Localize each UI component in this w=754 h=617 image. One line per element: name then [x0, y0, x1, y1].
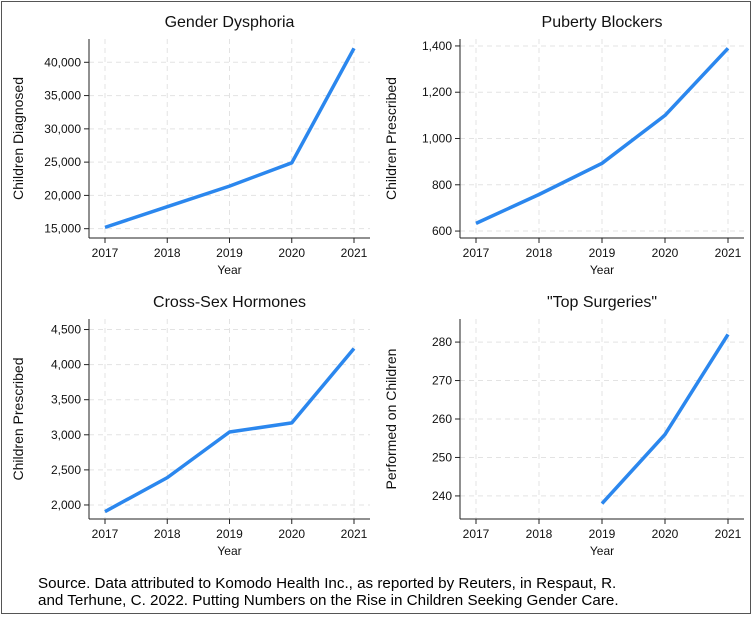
chart-grid: 15,000 20,000 25,000 30,000 35,000 40,000 2017…	[10, 14, 744, 558]
y-tick-label: 35,000	[44, 89, 81, 103]
x-tick-label: 2017	[92, 527, 119, 541]
x-tick-label: 2018	[526, 527, 553, 541]
x-tick-label: 2017	[92, 246, 119, 260]
y-tick-label: 30,000	[44, 122, 81, 136]
y-tick-label: 1,200	[422, 85, 452, 99]
series-line	[475, 47, 730, 225]
x-tick-label: 2017	[463, 527, 490, 541]
x-tick-label: 2019	[216, 246, 243, 260]
source-line-2: and Terhune, C. 2022. Putting Numbers on…	[38, 592, 619, 609]
series-line	[104, 47, 356, 230]
y-tick-label: 15,000	[44, 222, 81, 236]
x-tick-label: 2019	[216, 527, 243, 541]
x-tick-label: 2020	[652, 246, 679, 260]
chart-title: "Top Surgeries"	[547, 294, 657, 311]
series-line	[600, 333, 730, 505]
y-tick-label: 2,000	[51, 498, 81, 512]
chart-panel-2: 2,000 2,500 3,000 3,500 4,000 4,500 2017 2018 20…	[10, 294, 370, 558]
x-tick-label: 2019	[589, 527, 616, 541]
chart-panel-3: 240 250 260 270 280 2017 2018 2019 2020 2021 "Top …	[383, 294, 744, 558]
chart-panel-0: 15,000 20,000 25,000 30,000 35,000 40,000 2017…	[10, 14, 370, 277]
x-axis-label: Year	[590, 544, 614, 558]
x-tick-label: 2021	[341, 527, 368, 541]
y-axis-label: Children Prescribed	[10, 358, 26, 481]
chart-title: Gender Dysphoria	[165, 14, 295, 31]
y-tick-label: 260	[432, 412, 452, 426]
y-tick-label: 2,500	[51, 463, 81, 477]
y-tick-label: 1,000	[422, 132, 452, 146]
source-line-1: Source. Data attributed to Komodo Health…	[38, 575, 617, 592]
chart-panel-1: 600 800 1,000 1,200 1,400 2017 2018 2019 2020 202…	[383, 14, 744, 277]
x-tick-label: 2020	[278, 527, 305, 541]
y-tick-label: 3,000	[51, 428, 81, 442]
y-tick-label: 240	[432, 489, 452, 503]
x-tick-label: 2017	[463, 246, 490, 260]
y-axis-label: Children Prescribed	[383, 77, 399, 200]
series-line	[104, 347, 356, 514]
x-axis-label: Year	[217, 263, 241, 277]
x-axis-label: Year	[590, 263, 614, 277]
y-tick-label: 280	[432, 335, 452, 349]
y-tick-label: 800	[432, 178, 452, 192]
y-tick-label: 4,000	[51, 358, 81, 372]
x-tick-label: 2020	[652, 527, 679, 541]
y-tick-label: 270	[432, 374, 452, 388]
source-caption: Source. Data attributed to Komodo Health…	[38, 575, 738, 609]
x-tick-label: 2021	[715, 246, 742, 260]
y-axis-label: Performed on Children	[383, 349, 399, 490]
y-axis-label: Children Diagnosed	[10, 77, 26, 200]
chart-title: Cross-Sex Hormones	[153, 294, 306, 311]
y-tick-label: 1,400	[422, 39, 452, 53]
y-tick-label: 25,000	[44, 155, 81, 169]
y-tick-label: 3,500	[51, 393, 81, 407]
x-tick-label: 2019	[589, 246, 616, 260]
x-tick-label: 2020	[278, 246, 305, 260]
y-tick-label: 40,000	[44, 55, 81, 69]
y-tick-label: 20,000	[44, 188, 81, 202]
chart-title: Puberty Blockers	[542, 14, 663, 31]
y-tick-label: 600	[432, 224, 452, 238]
x-tick-label: 2018	[154, 246, 181, 260]
x-tick-label: 2018	[154, 527, 181, 541]
y-tick-label: 250	[432, 450, 452, 464]
x-axis-label: Year	[217, 544, 241, 558]
x-tick-label: 2021	[715, 527, 742, 541]
x-tick-label: 2018	[526, 246, 553, 260]
x-tick-label: 2021	[341, 246, 368, 260]
y-tick-label: 4,500	[51, 323, 81, 337]
